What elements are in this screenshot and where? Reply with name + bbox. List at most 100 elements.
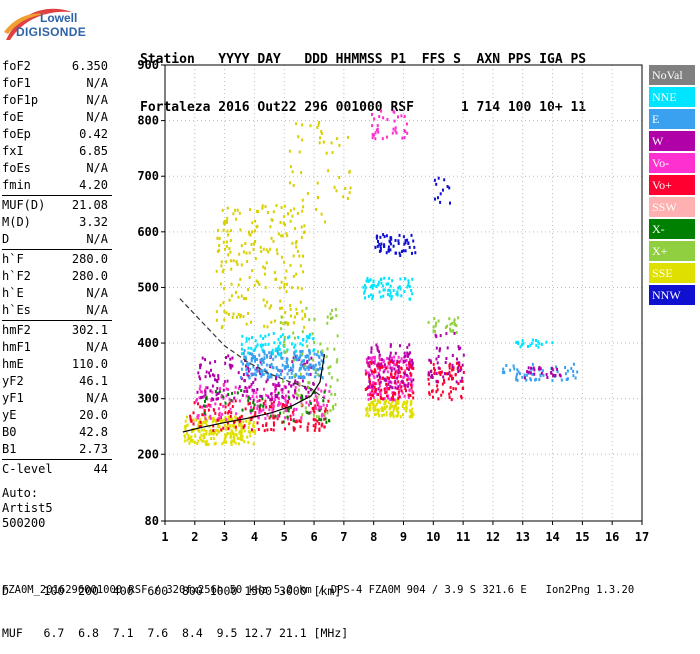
echo-point <box>316 395 319 399</box>
echo-point <box>385 411 388 415</box>
echo-point <box>374 370 377 374</box>
echo-point <box>372 381 375 384</box>
echo-point <box>428 391 431 395</box>
echo-point <box>373 117 376 121</box>
echo-point <box>317 354 320 358</box>
echo-point <box>223 222 226 226</box>
echo-point <box>308 349 311 353</box>
echo-point <box>370 347 373 351</box>
echo-point <box>266 378 269 382</box>
echo-point <box>240 389 243 392</box>
echo-point <box>371 372 373 376</box>
echo-point <box>245 322 248 326</box>
parameter-value: 302.1 <box>71 323 108 337</box>
echo-point <box>293 395 296 399</box>
echo-point <box>220 428 223 432</box>
echo-point <box>285 269 288 273</box>
echo-point <box>283 340 286 344</box>
echo-point <box>402 371 405 375</box>
echo-point <box>237 312 240 316</box>
echo-point <box>403 351 406 355</box>
echo-point <box>226 421 229 425</box>
echo-point <box>379 245 382 249</box>
echo-point <box>378 384 381 388</box>
echo-point <box>404 387 407 390</box>
echo-point <box>312 364 315 368</box>
echo-point <box>262 404 265 408</box>
echo-point <box>380 281 383 285</box>
echo-point <box>222 426 225 430</box>
echo-point <box>502 367 505 371</box>
echo-point <box>395 398 398 402</box>
echo-point <box>409 383 412 387</box>
echo-point <box>204 440 207 444</box>
echo-point <box>205 432 208 436</box>
echo-point <box>212 429 215 432</box>
parameter-value: N/A <box>86 391 108 405</box>
echo-point <box>287 395 290 399</box>
echo-point <box>304 364 307 368</box>
echo-point <box>379 392 382 396</box>
echo-point <box>403 407 406 410</box>
echo-point <box>237 295 240 299</box>
echo-point <box>314 371 317 374</box>
echo-point <box>215 269 218 273</box>
echo-point <box>248 251 251 255</box>
echo-point <box>295 373 298 377</box>
echo-point <box>406 238 409 242</box>
legend-entry: X+ <box>649 241 695 261</box>
echo-point <box>393 404 396 408</box>
echo-point <box>258 405 261 408</box>
echo-point <box>538 378 541 382</box>
echo-point <box>309 400 311 404</box>
echo-point <box>389 343 392 347</box>
echo-point <box>203 394 205 398</box>
echo-point <box>556 370 559 374</box>
echo-point <box>386 387 389 391</box>
echo-point <box>258 283 261 286</box>
echo-point <box>238 399 241 403</box>
echo-point <box>220 260 223 264</box>
echo-point <box>293 357 296 361</box>
echo-point <box>451 354 454 357</box>
echo-point <box>260 357 263 361</box>
echo-point <box>255 279 258 283</box>
echo-point <box>272 416 275 420</box>
echo-point <box>306 425 309 429</box>
echo-point <box>265 371 268 375</box>
echo-point <box>253 372 256 376</box>
echo-point <box>258 410 261 414</box>
echo-point <box>218 236 221 240</box>
echo-point <box>411 361 414 365</box>
echo-point <box>239 433 242 437</box>
echo-point <box>436 388 439 392</box>
echo-point <box>249 233 252 237</box>
parameter-name: h`F2 <box>2 269 31 283</box>
autoscaling-info: Auto: Artist5 500200 <box>2 486 53 531</box>
parameter-name: foEs <box>2 161 31 175</box>
echo-point <box>385 378 388 382</box>
echo-point <box>184 435 187 439</box>
echo-point <box>379 235 382 239</box>
parameter-row: yF1 N/A <box>2 390 112 407</box>
echo-point <box>376 408 379 412</box>
echo-point <box>439 334 442 338</box>
echo-point <box>227 393 230 396</box>
echo-point <box>395 414 398 418</box>
echo-point <box>240 429 243 433</box>
echo-point <box>232 312 235 316</box>
echo-point <box>382 360 385 363</box>
echo-point <box>321 412 324 416</box>
echo-point <box>387 282 390 286</box>
echo-point <box>280 280 283 284</box>
echo-point <box>389 366 392 370</box>
echo-point <box>390 381 393 385</box>
echo-point <box>280 356 283 360</box>
echo-point <box>512 364 515 368</box>
echo-point <box>284 350 287 354</box>
echo-point <box>535 343 538 347</box>
echo-point <box>233 391 236 395</box>
echo-point <box>257 280 260 284</box>
echo-point <box>276 415 279 419</box>
echo-point <box>209 374 211 378</box>
